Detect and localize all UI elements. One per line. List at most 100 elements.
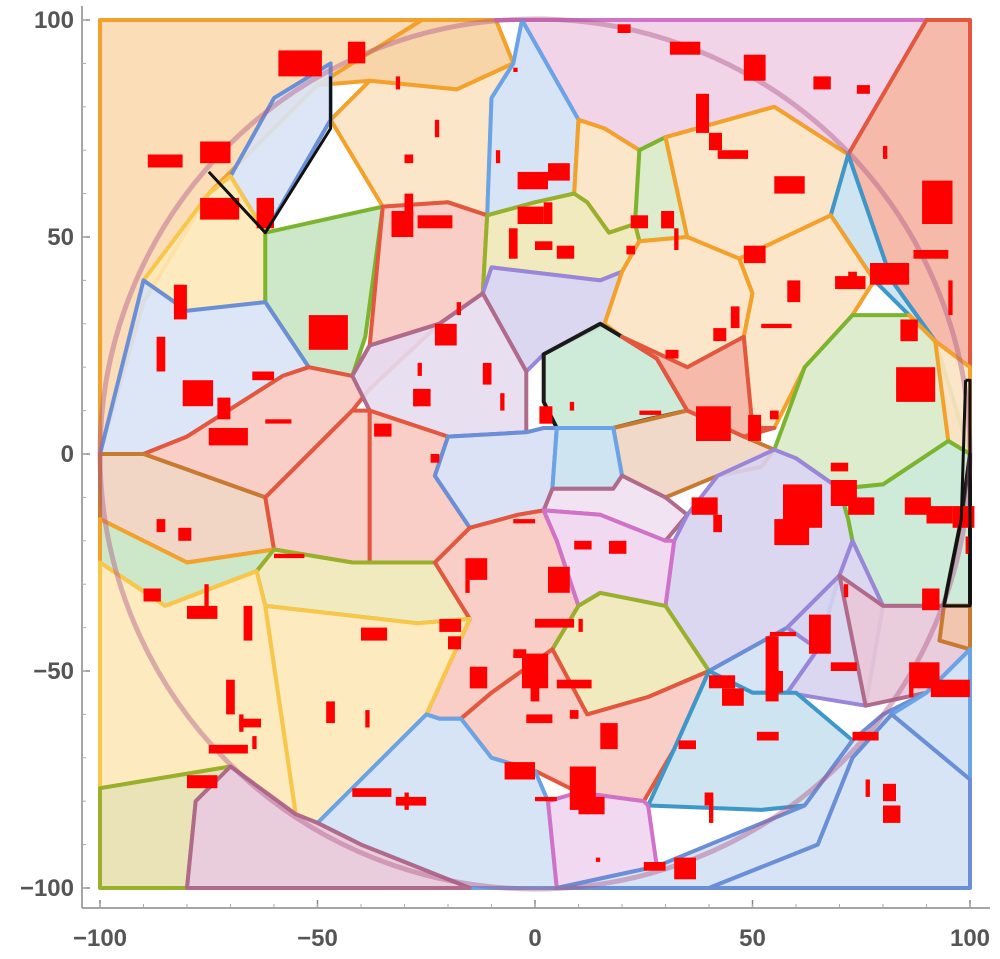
red-rect-75 bbox=[774, 519, 810, 546]
red-rect-109 bbox=[361, 627, 388, 641]
red-rect-117 bbox=[204, 584, 209, 611]
red-rect-138 bbox=[865, 779, 870, 797]
red-rect-19 bbox=[374, 423, 392, 437]
red-rect-104 bbox=[578, 796, 605, 815]
red-rect-47 bbox=[661, 211, 675, 229]
red-rect-132 bbox=[765, 636, 779, 671]
red-rect-77 bbox=[713, 514, 722, 533]
red-rect-119 bbox=[187, 605, 218, 619]
red-rect-128 bbox=[678, 740, 696, 750]
red-rect-24 bbox=[434, 119, 440, 138]
red-rect-142 bbox=[674, 857, 696, 880]
voronoi-cell-44 bbox=[937, 603, 972, 652]
red-rect-86 bbox=[930, 679, 970, 698]
y-tick-label-2: 50 bbox=[47, 224, 74, 251]
red-rect-92 bbox=[535, 618, 575, 628]
red-rect-54 bbox=[787, 280, 801, 303]
red-rect-5 bbox=[200, 197, 240, 220]
red-rect-82 bbox=[926, 506, 953, 524]
red-obstacles bbox=[143, 24, 975, 880]
red-rect-136 bbox=[830, 662, 857, 671]
red-rect-71 bbox=[769, 410, 779, 420]
red-rect-14 bbox=[156, 336, 166, 372]
red-rect-1 bbox=[278, 50, 322, 77]
red-rect-16 bbox=[417, 215, 453, 229]
red-rect-88 bbox=[548, 566, 570, 593]
red-rect-17 bbox=[434, 323, 457, 346]
red-rect-58 bbox=[870, 263, 910, 285]
red-rect-53 bbox=[835, 276, 866, 290]
red-rect-79 bbox=[830, 462, 849, 472]
red-rect-15 bbox=[391, 211, 414, 237]
red-rect-101 bbox=[526, 714, 553, 724]
red-rect-139 bbox=[883, 783, 896, 802]
red-rect-61 bbox=[913, 250, 949, 259]
red-rect-27 bbox=[404, 193, 414, 216]
red-rect-123 bbox=[365, 710, 370, 728]
red-rect-146 bbox=[595, 857, 601, 862]
red-rect-98 bbox=[556, 679, 592, 689]
red-rect-4 bbox=[147, 154, 183, 168]
red-rect-37 bbox=[617, 24, 631, 33]
red-rect-107 bbox=[465, 579, 470, 593]
x-tick-label-5: 100 bbox=[950, 925, 990, 952]
highlighted-paths bbox=[207, 76, 972, 608]
red-rect-49 bbox=[674, 228, 679, 250]
red-rect-52 bbox=[743, 245, 766, 264]
red-rect-33 bbox=[517, 206, 544, 224]
red-rect-40 bbox=[743, 54, 766, 81]
red-rect-110 bbox=[352, 788, 392, 797]
red-rect-48 bbox=[626, 245, 636, 255]
red-rect-65 bbox=[900, 271, 905, 281]
red-rect-141 bbox=[843, 584, 849, 598]
red-rect-124 bbox=[178, 527, 192, 541]
red-rect-39 bbox=[696, 93, 709, 133]
red-rect-140 bbox=[883, 805, 901, 823]
red-rect-63 bbox=[922, 180, 953, 224]
red-rect-100 bbox=[569, 710, 579, 719]
red-rect-95 bbox=[469, 666, 488, 689]
red-rect-81 bbox=[904, 497, 931, 515]
voronoi-cell-31 bbox=[550, 426, 624, 491]
red-rect-10 bbox=[252, 371, 275, 381]
red-rect-51 bbox=[556, 245, 575, 259]
red-rect-67 bbox=[639, 410, 662, 415]
red-rect-116 bbox=[226, 679, 235, 715]
red-rect-105 bbox=[535, 796, 557, 802]
red-rect-130 bbox=[756, 731, 779, 741]
red-rect-46 bbox=[630, 215, 649, 229]
red-rect-25 bbox=[395, 76, 401, 90]
red-rect-23 bbox=[513, 67, 518, 72]
red-rect-90 bbox=[609, 540, 627, 554]
red-rect-68 bbox=[539, 406, 553, 424]
red-rect-97 bbox=[530, 679, 540, 702]
red-rect-29 bbox=[417, 362, 422, 376]
red-rect-20 bbox=[430, 454, 440, 463]
red-rect-43 bbox=[709, 132, 722, 151]
voronoi-cell-49 bbox=[315, 712, 559, 890]
red-rect-91 bbox=[465, 558, 488, 580]
black-path-1 bbox=[207, 76, 333, 235]
red-rect-73 bbox=[665, 349, 679, 359]
red-rect-135 bbox=[809, 614, 831, 654]
red-rect-70 bbox=[748, 414, 762, 441]
red-rect-121 bbox=[274, 553, 305, 559]
red-rect-72 bbox=[713, 328, 727, 342]
axis-ticks: −100 −50 0 50 100 100 50 0 −50 −100 bbox=[20, 7, 990, 952]
red-rect-21 bbox=[482, 362, 492, 385]
y-tick-label-3: 0 bbox=[61, 441, 74, 468]
red-rect-62 bbox=[948, 280, 953, 316]
red-rect-113 bbox=[208, 744, 248, 754]
red-rect-45 bbox=[774, 176, 805, 194]
red-rect-8 bbox=[182, 380, 214, 407]
red-rect-131 bbox=[769, 631, 796, 637]
red-rect-60 bbox=[896, 367, 936, 402]
red-rect-125 bbox=[156, 519, 166, 533]
red-rect-102 bbox=[504, 762, 535, 780]
red-rect-87 bbox=[513, 519, 536, 524]
red-rect-106 bbox=[513, 649, 527, 658]
red-rect-129 bbox=[709, 675, 736, 689]
red-rect-111 bbox=[395, 796, 427, 806]
red-rect-150 bbox=[965, 536, 970, 554]
